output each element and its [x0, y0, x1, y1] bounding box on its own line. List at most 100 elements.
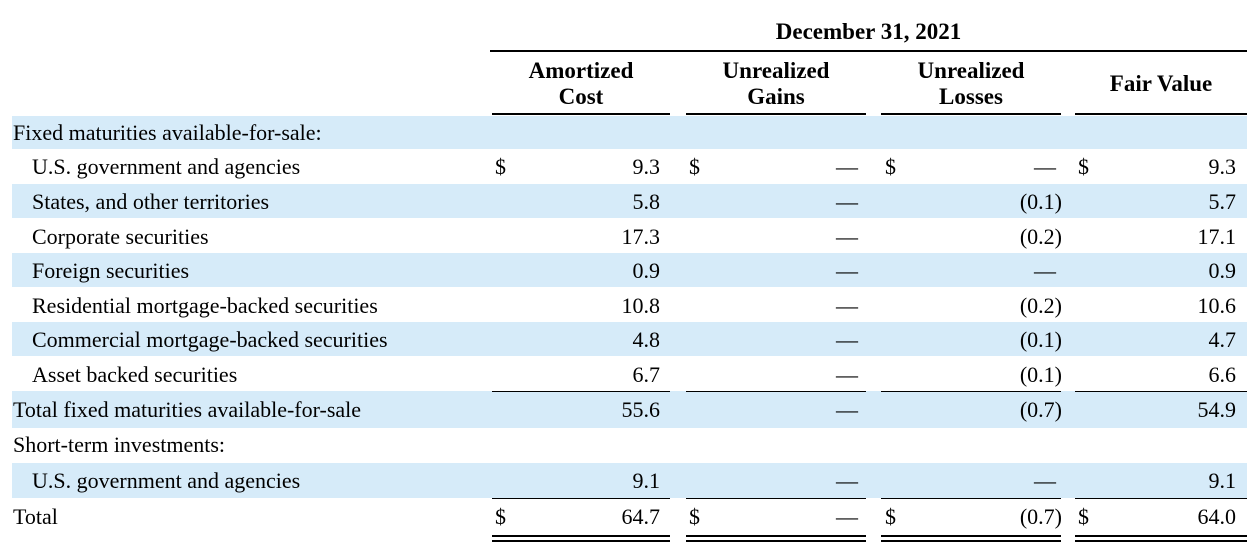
table-row: U.S. government and agencies $ 9.3 $ — $…	[0, 150, 1250, 183]
total-rule-fair	[1075, 498, 1247, 499]
cell-unrealized-losses: —	[1034, 154, 1056, 179]
row-label: U.S. government and agencies	[32, 468, 301, 493]
double-rule-gains-1	[686, 535, 866, 537]
cell-unrealized-losses: (0.1)	[1019, 189, 1062, 214]
currency-symbol: $	[1078, 154, 1089, 179]
column-header-unrealized-gains-line1: Unrealized	[722, 58, 830, 83]
cell-fair-value: 17.1	[1197, 224, 1237, 249]
table-row-section-short-term: Short-term investments:	[0, 428, 1250, 461]
cell-unrealized-gains: —	[836, 468, 858, 493]
column-header-unrealized-gains: Unrealized Gains	[686, 58, 866, 110]
header-underline-losses	[881, 113, 1061, 115]
period-header: December 31, 2021	[775, 19, 962, 44]
row-label: Total fixed maturities available-for-sal…	[13, 397, 362, 422]
cell-unrealized-gains: —	[836, 154, 858, 179]
header-underline-fair	[1075, 113, 1247, 115]
row-label: States, and other territories	[32, 189, 270, 214]
currency-symbol: $	[495, 504, 506, 529]
subtotal-rule-cost	[492, 391, 670, 392]
row-band	[12, 391, 1247, 428]
cell-amortized-cost: 9.3	[632, 154, 661, 179]
cell-amortized-cost: 9.1	[632, 468, 661, 493]
cell-unrealized-losses: (0.7)	[1019, 397, 1062, 422]
table-row: Asset backed securities 6.7 — (0.1) 6.6	[0, 358, 1250, 391]
cell-amortized-cost: 55.6	[621, 397, 661, 422]
cell-unrealized-gains: —	[836, 504, 858, 529]
table-row: Residential mortgage-backed securities 1…	[0, 289, 1250, 322]
cell-unrealized-gains: —	[836, 189, 858, 214]
cell-amortized-cost: 0.9	[632, 258, 661, 283]
row-label: Total	[13, 504, 58, 529]
column-header-unrealized-losses: Unrealized Losses	[881, 58, 1061, 110]
table-row-section-fixed: Fixed maturities available-for-sale:	[0, 116, 1250, 149]
subtotal-rule-gains	[686, 391, 866, 392]
cell-fair-value: 54.9	[1197, 397, 1237, 422]
cell-unrealized-losses: (0.1)	[1019, 362, 1062, 387]
cell-unrealized-gains: —	[836, 397, 858, 422]
total-rule-cost	[492, 498, 670, 499]
column-header-unrealized-gains-line2: Gains	[747, 84, 805, 109]
column-header-unrealized-losses-line2: Losses	[939, 84, 1003, 109]
double-rule-losses-2	[881, 540, 1061, 542]
double-rule-fair-2	[1075, 540, 1247, 542]
table-row: States, and other territories 5.8 — (0.1…	[0, 185, 1250, 218]
cell-unrealized-gains: —	[836, 293, 858, 318]
table-row: Commercial mortgage-backed securities 4.…	[0, 323, 1250, 356]
row-band	[12, 184, 1247, 218]
period-underline	[490, 50, 1247, 52]
table-row: Foreign securities 0.9 — — 0.9	[0, 254, 1250, 287]
cell-unrealized-losses: —	[1034, 468, 1056, 493]
row-label: Fixed maturities available-for-sale:	[13, 120, 322, 145]
cell-fair-value: 4.7	[1208, 327, 1237, 352]
cell-unrealized-gains: —	[836, 362, 858, 387]
cell-amortized-cost: 4.8	[632, 327, 661, 352]
table-row-total: Total $ 64.7 $ — $ (0.7) $ 64.0	[0, 500, 1250, 533]
table-row: U.S. government and agencies 9.1 — — 9.1	[0, 464, 1250, 497]
double-rule-cost-2	[492, 540, 670, 542]
cell-fair-value: 9.1	[1208, 468, 1237, 493]
subtotal-rule-losses	[881, 391, 1061, 392]
cell-unrealized-losses: (0.2)	[1019, 293, 1062, 318]
cell-amortized-cost: 17.3	[621, 224, 661, 249]
row-band	[12, 116, 1247, 149]
row-label: U.S. government and agencies	[32, 154, 301, 179]
cell-unrealized-gains: —	[836, 224, 858, 249]
cell-fair-value: 10.6	[1197, 293, 1237, 318]
column-header-amortized-cost: Amortized Cost	[492, 58, 670, 110]
row-label: Short-term investments:	[13, 432, 226, 457]
double-rule-fair-1	[1075, 535, 1247, 537]
row-label: Corporate securities	[32, 224, 209, 249]
currency-symbol: $	[689, 504, 700, 529]
cell-fair-value: 9.3	[1208, 154, 1237, 179]
currency-symbol: $	[885, 504, 896, 529]
cell-amortized-cost: 10.8	[621, 293, 661, 318]
cell-unrealized-losses: —	[1034, 258, 1056, 283]
cell-fair-value: 6.6	[1208, 362, 1237, 387]
table-row: Corporate securities 17.3 — (0.2) 17.1	[0, 220, 1250, 253]
cell-unrealized-gains: —	[836, 258, 858, 283]
row-label: Asset backed securities	[32, 362, 238, 387]
cell-unrealized-losses: (0.2)	[1019, 224, 1062, 249]
column-header-fair-value-line1: Fair Value	[1109, 71, 1213, 96]
row-label: Foreign securities	[32, 258, 190, 283]
cell-unrealized-gains: —	[836, 327, 858, 352]
header-underline-gains	[686, 113, 866, 115]
row-label: Commercial mortgage-backed securities	[32, 327, 388, 352]
cell-amortized-cost: 64.7	[621, 504, 661, 529]
cell-fair-value: 0.9	[1208, 258, 1237, 283]
column-header-unrealized-losses-line1: Unrealized	[917, 58, 1025, 83]
row-label: Residential mortgage-backed securities	[32, 293, 378, 318]
currency-symbol: $	[1078, 504, 1089, 529]
subtotal-rule-fair	[1075, 391, 1247, 392]
cell-amortized-cost: 5.8	[632, 189, 661, 214]
column-header-fair-value: Fair Value	[1075, 71, 1247, 97]
row-band	[12, 463, 1247, 498]
column-header-amortized-cost-line1: Amortized	[528, 58, 634, 83]
column-header-amortized-cost-line2: Cost	[558, 84, 604, 109]
total-rule-gains	[686, 498, 866, 499]
header-underline-cost	[492, 113, 670, 115]
row-band	[12, 322, 1247, 356]
double-rule-gains-2	[686, 540, 866, 542]
currency-symbol: $	[689, 154, 700, 179]
currency-symbol: $	[495, 154, 506, 179]
